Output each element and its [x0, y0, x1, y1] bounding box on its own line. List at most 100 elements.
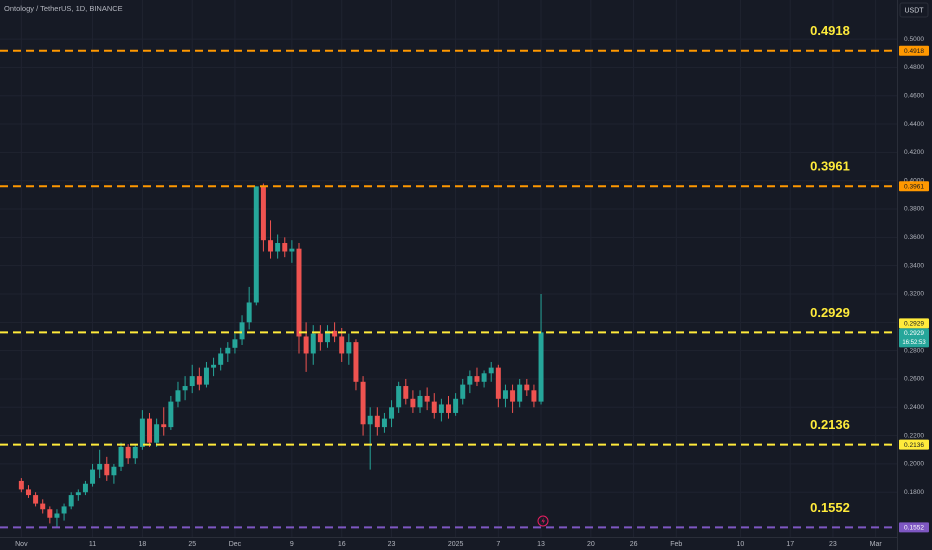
- y-tick-label: 0.5000: [904, 36, 924, 43]
- candle-body: [524, 384, 530, 391]
- y-tick-label: 0.2000: [904, 461, 924, 468]
- x-tick-label: 23: [829, 541, 837, 548]
- x-tick-label: 11: [89, 541, 96, 548]
- level-label: 0.4918: [810, 23, 850, 38]
- y-tick-label: 0.3800: [904, 206, 924, 213]
- candle-body: [474, 376, 480, 382]
- candle-body: [125, 446, 131, 459]
- y-tick-label: 0.3200: [904, 291, 924, 298]
- y-tick-label: 0.1800: [904, 489, 924, 496]
- candle-body: [97, 463, 103, 470]
- candle-body: [75, 492, 81, 496]
- candle-body: [111, 466, 117, 476]
- candle-body: [332, 330, 338, 337]
- candle-body: [82, 483, 88, 493]
- candle-body: [510, 390, 516, 402]
- candle-body: [168, 401, 174, 428]
- candle-body: [118, 446, 124, 467]
- plot: 0.4918 0.3961 0.2929 0.2136 0.1552: [0, 23, 897, 529]
- x-tick-label: 20: [587, 541, 595, 548]
- x-tick-label: 25: [188, 541, 196, 548]
- candle-body: [189, 376, 195, 387]
- candle-body: [317, 333, 323, 343]
- y-tick-label: 0.2200: [904, 432, 924, 439]
- candle-body: [268, 240, 274, 252]
- level-price-tag-label: 0.2929: [904, 321, 924, 328]
- x-tick-label: 23: [388, 541, 396, 548]
- x-tick-label: Nov: [15, 541, 28, 548]
- candle-body: [374, 415, 380, 428]
- level-price-tag-label: 0.4918: [904, 48, 924, 55]
- x-tick-label: 16: [338, 541, 346, 548]
- candle-body: [68, 495, 74, 507]
- x-tick-label: Dec: [229, 541, 242, 548]
- level-price-tag: [899, 439, 929, 450]
- candle-body: [424, 395, 430, 402]
- candle-body: [253, 186, 259, 303]
- candle-body: [538, 332, 544, 402]
- candle-body: [353, 342, 359, 382]
- y-tick-label: 0.4800: [904, 64, 924, 71]
- x-tick-label: 2025: [448, 541, 464, 548]
- candle-body: [438, 404, 444, 413]
- x-tick-label: 18: [138, 541, 146, 548]
- level-price-tag-label: 0.3961: [904, 183, 924, 190]
- candle-body: [232, 339, 238, 348]
- candle-body: [132, 446, 138, 459]
- currency: USDT: [904, 7, 924, 14]
- y-tick-label: 0.2600: [904, 376, 924, 383]
- candle-body: [531, 390, 537, 402]
- y-tick-label: 0.4000: [904, 177, 924, 184]
- candle-body: [40, 503, 46, 510]
- candle-body: [203, 367, 209, 385]
- candle-body: [517, 384, 523, 402]
- candle-body: [431, 401, 437, 413]
- candle-body: [182, 386, 188, 391]
- y-tick-label: 0.3400: [904, 262, 924, 269]
- candle-body: [54, 513, 60, 518]
- level-price-tag: [899, 181, 929, 192]
- event-icon[interactable]: [537, 515, 549, 527]
- candle-body: [239, 322, 245, 340]
- candle-body: [282, 243, 288, 252]
- x-tick-label: Feb: [670, 541, 682, 548]
- level-price-tag: [899, 318, 929, 329]
- candle-body: [460, 384, 466, 399]
- y-tick-label: 0.3600: [904, 234, 924, 241]
- candle-body: [218, 353, 224, 365]
- candle-body: [367, 415, 373, 425]
- candle-body: [453, 398, 459, 413]
- candle-body: [139, 418, 145, 447]
- y-tick-label: 0.4600: [904, 92, 924, 99]
- level-price-tag: [899, 522, 929, 533]
- grid: [0, 0, 897, 537]
- candle-body: [396, 386, 402, 408]
- x-tick-label: 10: [736, 541, 744, 548]
- candle-body: [446, 404, 451, 413]
- y-tick-label: 0.4400: [904, 121, 924, 128]
- level-label: 0.3961: [810, 159, 850, 174]
- level-price-tag: [899, 45, 929, 56]
- candle-body: [502, 390, 508, 399]
- level-label: 0.2136: [810, 417, 850, 432]
- candle-body: [495, 367, 501, 399]
- x-tick-label: Mar: [870, 541, 883, 548]
- candle-body: [481, 373, 487, 382]
- candle-body: [260, 186, 266, 241]
- candle-body: [196, 376, 202, 385]
- x-tick-label: 26: [630, 541, 638, 548]
- x-tick-label: 7: [496, 541, 500, 548]
- candle-body: [47, 509, 53, 518]
- candle-body: [417, 395, 423, 408]
- x-tick-label: 13: [537, 541, 545, 548]
- candle-body: [154, 424, 160, 443]
- last-price-tag: [899, 328, 929, 348]
- candle-body: [381, 418, 387, 428]
- candle-body: [104, 463, 110, 476]
- event-icon-bolt: [541, 517, 545, 525]
- level-label: 0.1552: [810, 500, 850, 515]
- currency-box[interactable]: [899, 2, 929, 18]
- candle-body: [18, 480, 24, 490]
